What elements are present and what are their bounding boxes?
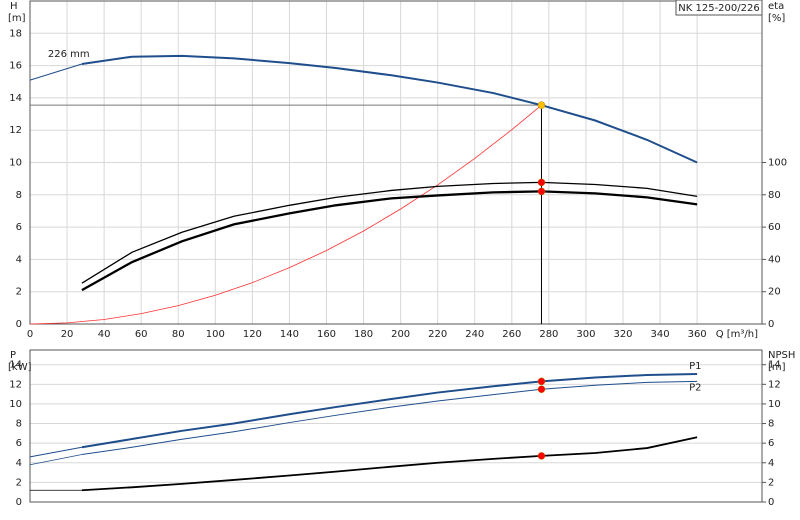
y2-axis-unit: [m] <box>768 362 786 373</box>
y2-tick-label: 14 <box>768 360 781 371</box>
y-tick-label: 18 <box>9 28 22 39</box>
curve <box>29 446 82 458</box>
series-label: P1 <box>689 361 701 372</box>
x-tick-label: 240 <box>465 329 484 340</box>
curve <box>29 454 82 466</box>
curve <box>29 63 83 81</box>
y2-tick-label: 6 <box>768 438 774 449</box>
y-tick-label: 16 <box>9 61 22 72</box>
curve <box>81 181 698 284</box>
y-tick-label: 0 <box>16 319 22 330</box>
y-tick-label: 14 <box>9 93 22 104</box>
y2-axis-label: eta <box>768 1 784 12</box>
x-tick-label: 180 <box>354 329 373 340</box>
x-tick-label: 220 <box>428 329 447 340</box>
y2-tick-label: 10 <box>768 399 781 410</box>
x-tick-label: 100 <box>206 329 225 340</box>
y-tick-label: 8 <box>16 190 22 201</box>
y2-tick-label: 4 <box>768 458 774 469</box>
y2-tick-label: 0 <box>768 497 774 508</box>
y2-tick-label: 100 <box>768 158 787 169</box>
y-tick-label: 10 <box>9 399 22 410</box>
y2-tick-label: 2 <box>768 477 774 488</box>
plot-frame <box>29 349 763 503</box>
chart-title: NK 125-200/226 <box>678 3 759 14</box>
x-tick-label: 120 <box>243 329 262 340</box>
y2-tick-label: 8 <box>768 419 774 430</box>
duty-point <box>537 452 546 460</box>
y-tick-label: 2 <box>16 477 22 488</box>
x-tick-label: 80 <box>172 329 185 340</box>
series-label: 226 mm <box>48 49 90 60</box>
y-tick-label: 12 <box>9 379 22 390</box>
x-tick-label: 160 <box>317 329 336 340</box>
y-tick-label: 6 <box>16 438 22 449</box>
y2-tick-label: 0 <box>768 319 774 330</box>
x-tick-label: 40 <box>98 329 111 340</box>
series-label: P2 <box>689 382 701 393</box>
y-axis-label: P <box>10 350 16 361</box>
curve <box>81 436 698 492</box>
duty-point <box>537 178 546 187</box>
x-tick-label: 300 <box>576 329 595 340</box>
curve <box>81 373 698 449</box>
duty-point <box>537 385 546 393</box>
y2-tick-label: 80 <box>768 190 781 201</box>
y2-axis-unit: [%] <box>768 13 785 24</box>
x-axis-label: Q [m³/h] <box>716 329 758 340</box>
x-tick-label: 360 <box>688 329 707 340</box>
x-tick-label: 0 <box>27 329 33 340</box>
x-tick-label: 200 <box>391 329 410 340</box>
y-tick-label: 10 <box>9 158 22 169</box>
curve <box>81 380 698 456</box>
y2-axis-label: NPSH <box>768 350 795 361</box>
duty-point <box>537 377 546 386</box>
y2-tick-label: 12 <box>768 379 781 390</box>
y-axis-label: H <box>10 1 18 12</box>
x-tick-label: 260 <box>502 329 521 340</box>
curve <box>29 104 542 325</box>
y-tick-label: 12 <box>9 125 22 136</box>
x-tick-label: 60 <box>135 329 148 340</box>
x-tick-label: 280 <box>539 329 558 340</box>
title-box <box>675 0 763 16</box>
y-tick-label: 14 <box>9 360 22 371</box>
y-tick-label: 8 <box>16 419 22 430</box>
plot-frame <box>29 0 763 325</box>
y-tick-label: 4 <box>16 254 22 265</box>
y2-tick-label: 20 <box>768 287 781 298</box>
x-tick-label: 320 <box>613 329 632 340</box>
x-tick-label: 340 <box>651 329 670 340</box>
y-tick-label: 4 <box>16 458 22 469</box>
y-axis-unit: [m] <box>8 13 26 24</box>
y-tick-label: 6 <box>16 222 22 233</box>
x-tick-label: 140 <box>280 329 299 340</box>
curve <box>81 54 698 164</box>
x-tick-label: 20 <box>61 329 74 340</box>
duty-point <box>537 101 546 109</box>
y2-tick-label: 60 <box>768 222 781 233</box>
curve <box>81 190 698 292</box>
duty-point <box>537 187 546 196</box>
y2-tick-label: 40 <box>768 254 781 265</box>
y-tick-label: 0 <box>16 497 22 508</box>
y-tick-label: 2 <box>16 287 22 298</box>
y-axis-unit: [kW] <box>8 362 32 373</box>
